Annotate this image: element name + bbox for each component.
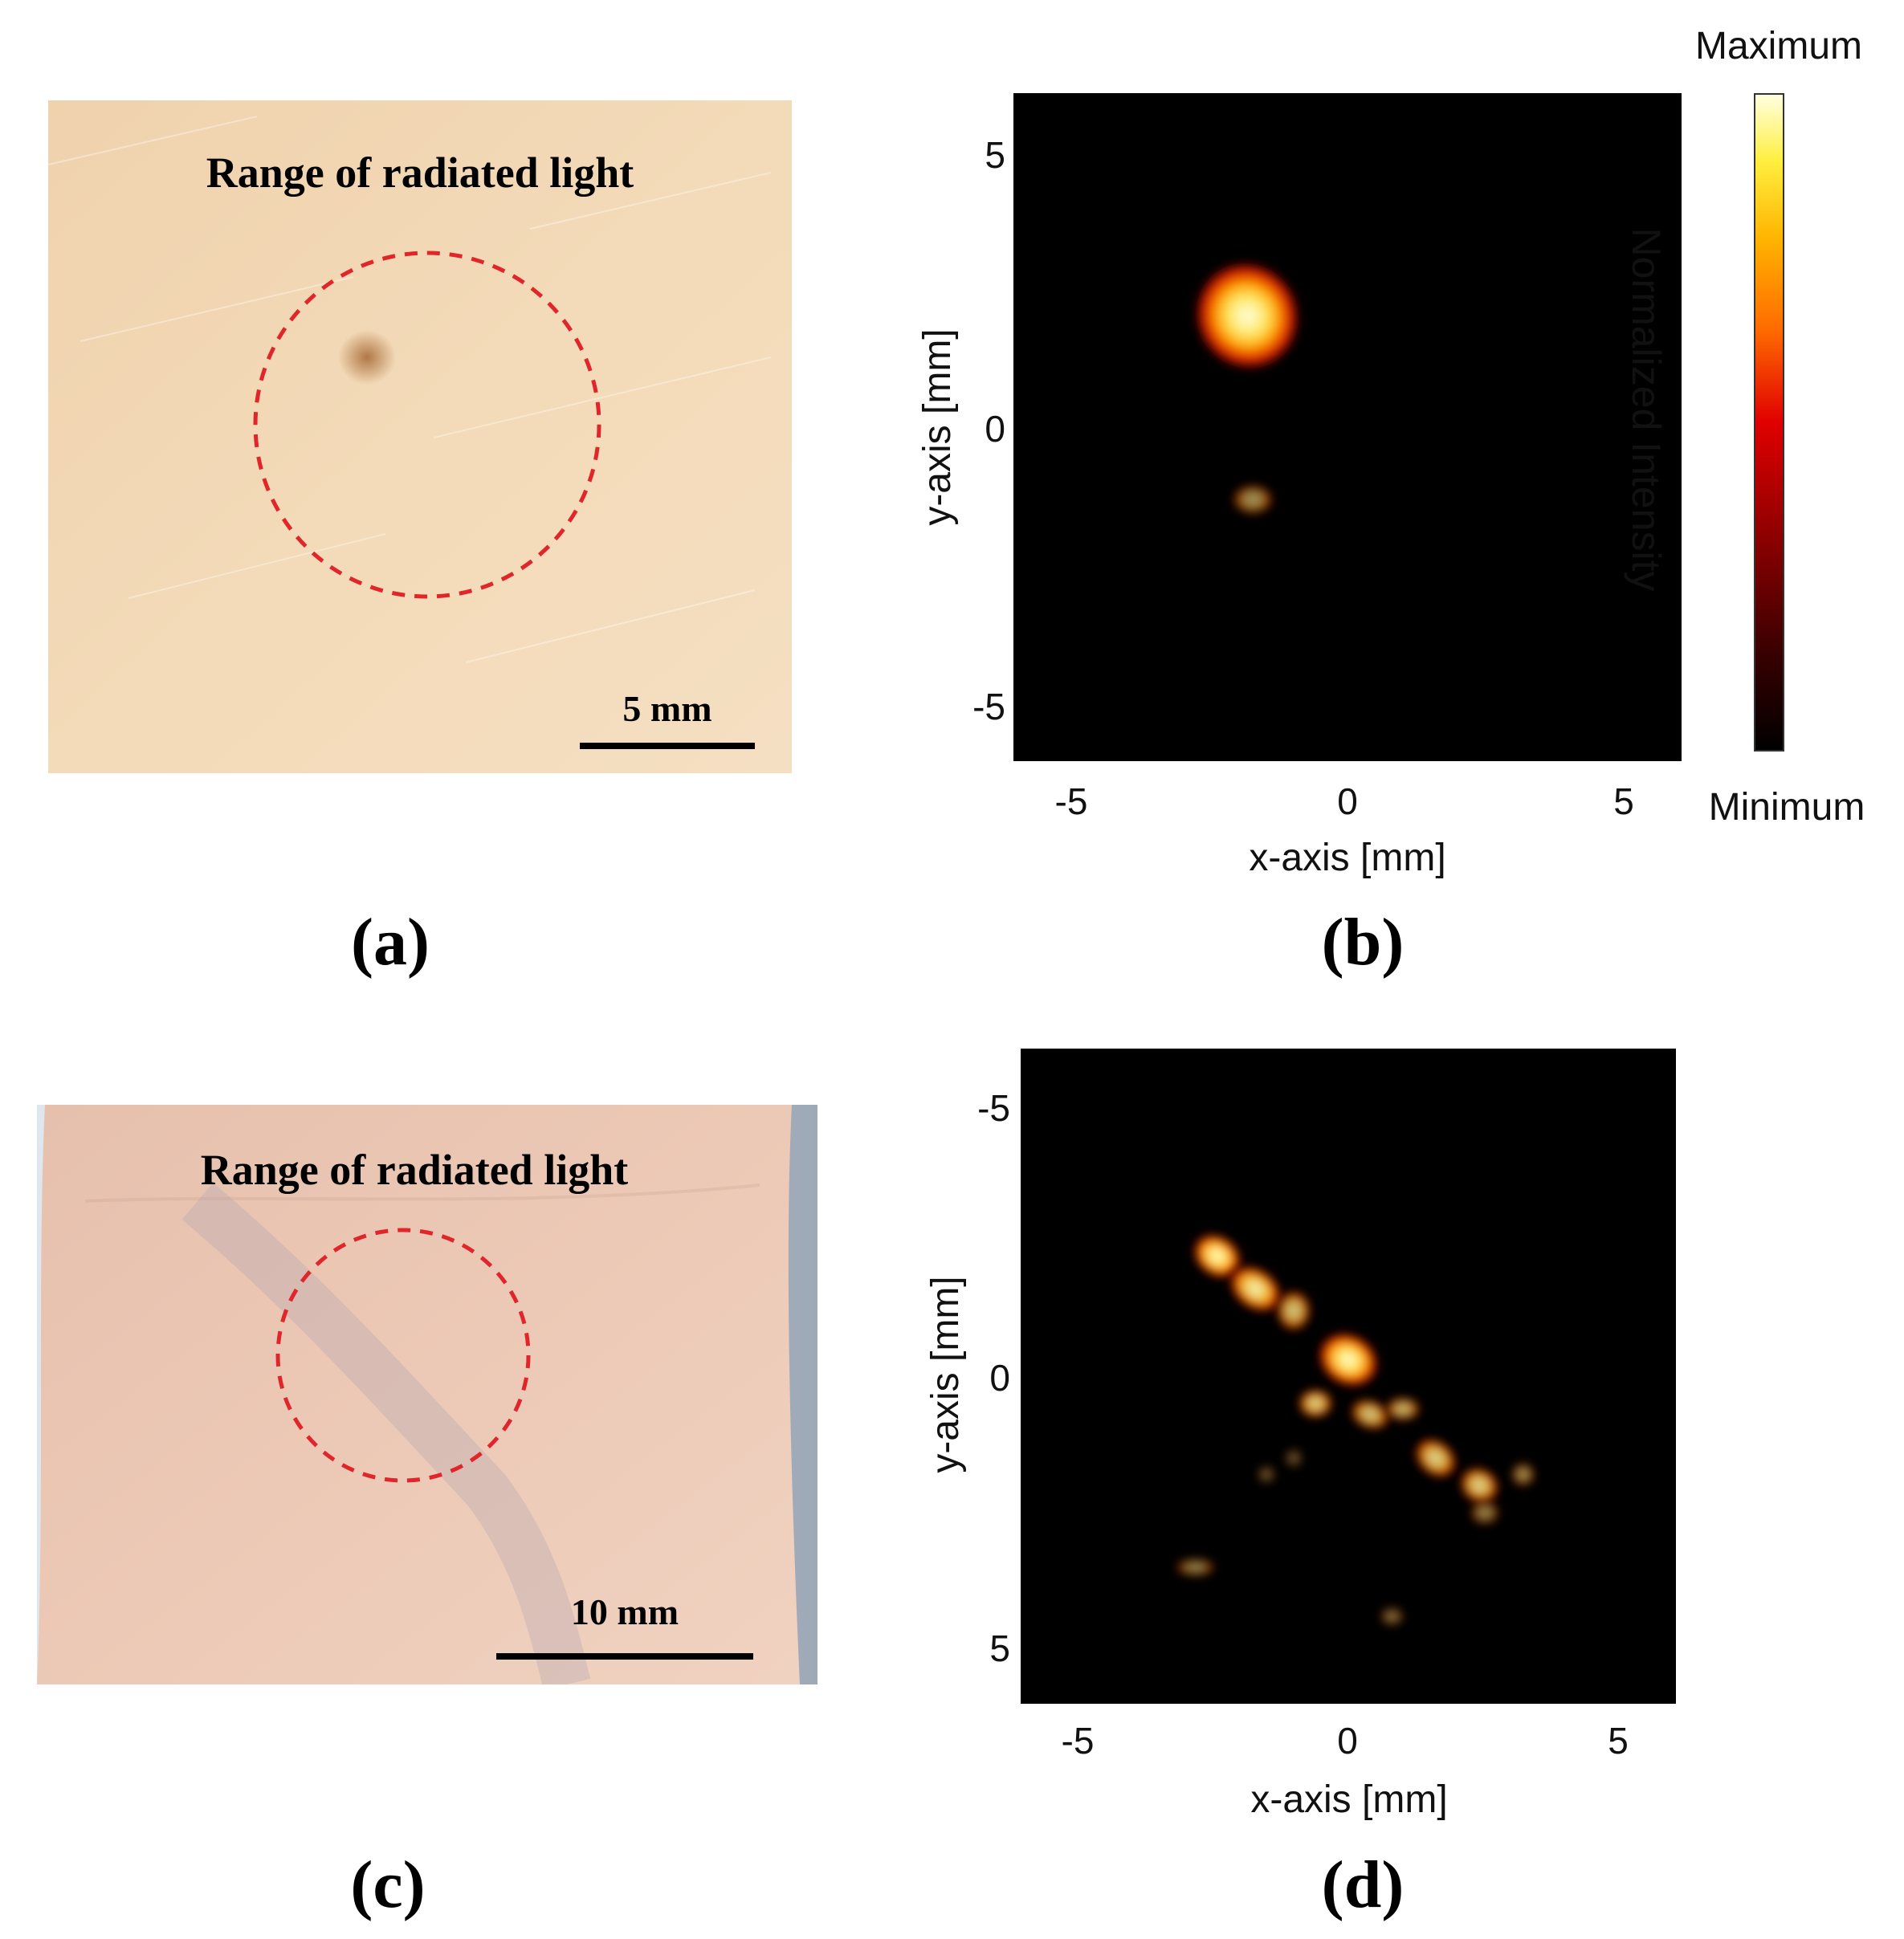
skin-photo-a [48, 100, 792, 773]
xlabel-b: x-axis [mm] [1249, 837, 1446, 879]
hotspot-d-7 [1416, 1439, 1456, 1477]
ytick-d-mid: 0 [989, 1357, 1010, 1399]
hotspot-d-2 [1277, 1291, 1311, 1330]
hotspot-d-5 [1352, 1399, 1389, 1429]
xtick-b-left: -5 [1054, 780, 1088, 822]
hotspot-d-6 [1386, 1398, 1420, 1420]
panel-label-b: (b) [1321, 905, 1405, 980]
xtick-b-right: 5 [1613, 780, 1634, 822]
hotspot-d-1 [1230, 1266, 1281, 1311]
heatmap-b-frame [1013, 93, 1682, 761]
ytick-b-bottom: -5 [972, 686, 1005, 727]
skin-background-a [48, 100, 792, 773]
ytick-b-mid: 0 [985, 408, 1005, 450]
photo-caption-a: Range of radiated light [206, 149, 634, 197]
xlabel-d: x-axis [mm] [1250, 1778, 1448, 1821]
hotspot-d-4 [1299, 1390, 1332, 1417]
xtick-d-right: 5 [1608, 1720, 1629, 1762]
hotspot-d-8 [1461, 1468, 1498, 1503]
xtick-d-left: -5 [1061, 1720, 1095, 1762]
xtick-b-mid: 0 [1337, 780, 1358, 822]
colorbar-max-label: Maximum [1694, 25, 1862, 67]
wrist-photo-c-svg [37, 1105, 817, 1684]
ytick-b-top: 5 [985, 134, 1005, 176]
wrist-skin [37, 1105, 800, 1684]
colorbar-title: Normalized Intensity [1624, 227, 1669, 592]
hotspot-d-14 [1258, 1466, 1275, 1483]
hotspot-d-11 [1176, 1558, 1215, 1576]
hotspot-d-3 [1319, 1334, 1377, 1387]
panel-label-a: (a) [351, 905, 430, 980]
scale-bar-c [496, 1653, 753, 1660]
ytick-d-bottom: 5 [989, 1627, 1010, 1669]
xtick-d-mid: 0 [1337, 1720, 1358, 1762]
panel-label-c: (c) [350, 1847, 426, 1922]
hotspot-d-13 [1285, 1449, 1303, 1467]
radiated-light-circle-c [275, 1228, 531, 1483]
panel-label-d: (d) [1321, 1847, 1405, 1922]
radiated-light-circle-a [253, 251, 601, 599]
wrist-photo-c [37, 1105, 817, 1684]
heatmap-d-frame [1021, 1049, 1676, 1704]
hotspot-d-9 [1471, 1501, 1498, 1524]
skin-photo-a-svg [48, 100, 792, 773]
scale-bar-label-c: 10 mm [570, 1591, 679, 1632]
colorbar [1754, 93, 1784, 752]
hotspot-b-0 [1196, 263, 1299, 369]
hotspot-d-0 [1194, 1235, 1241, 1277]
ytick-d-top: -5 [977, 1087, 1010, 1129]
hotspot-d-12 [1380, 1608, 1403, 1625]
hotspot-b-1 [1233, 485, 1273, 514]
colorbar-min-label: Minimum [1708, 786, 1865, 829]
heatmap-b [1196, 263, 1299, 514]
scale-bar-label-a: 5 mm [622, 688, 712, 729]
scale-bar-a [580, 743, 755, 749]
photo-caption-c: Range of radiated light [200, 1146, 629, 1194]
ylabel-b: y-axis [mm] [916, 328, 959, 526]
ylabel-d: y-axis [mm] [924, 1276, 967, 1473]
hotspot-d-10 [1512, 1463, 1535, 1485]
vein-shadow [181, 1183, 591, 1684]
heatmap-d [1176, 1235, 1535, 1625]
mole-spot [338, 330, 396, 385]
